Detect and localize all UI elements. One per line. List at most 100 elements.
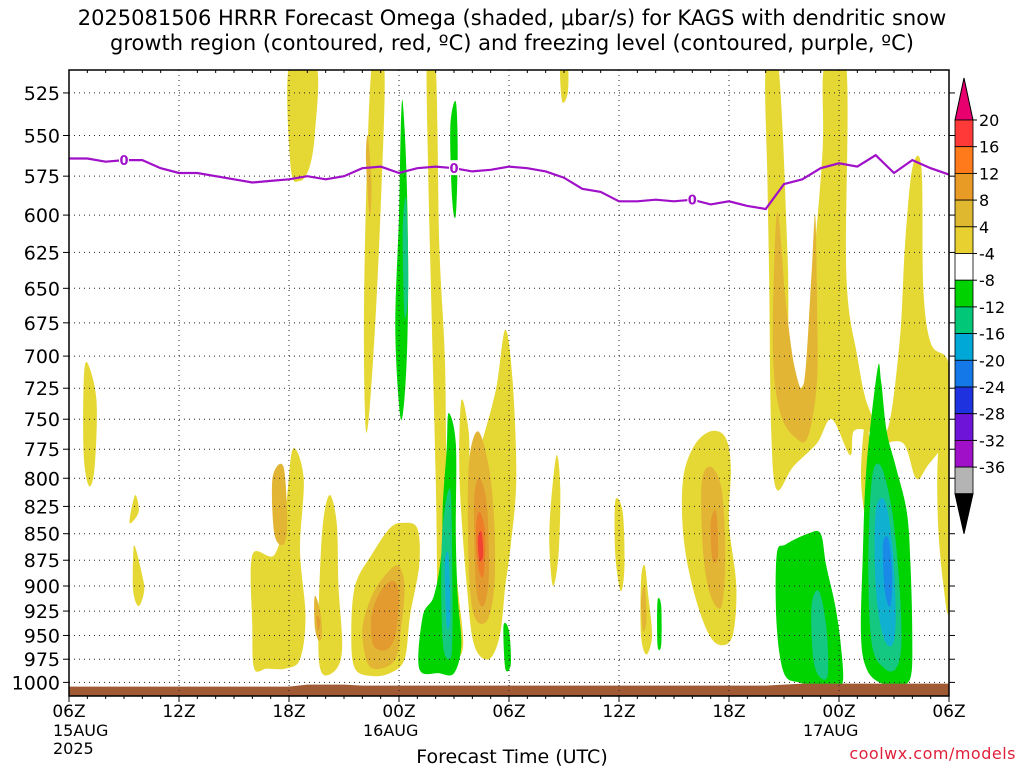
colorbar-swatch-11 (954, 386, 974, 415)
x-tick-label-7: 00Z (822, 702, 855, 722)
omega-region-w4-6 (250, 448, 306, 672)
omega-region-c16-45 (882, 536, 893, 607)
freezing-level-line (69, 153, 949, 211)
omega-region-w8-25 (640, 585, 647, 632)
omega-region-w8-19 (772, 212, 818, 443)
y-tick-label-700: 700 (24, 346, 60, 368)
y-tick-label-800: 800 (24, 468, 60, 490)
omega-region-w4-17 (937, 417, 949, 614)
x-tick-label-8: 06Z (932, 702, 965, 722)
colorbar-swatch-5 (954, 226, 974, 254)
x-tick-label-5: 12Z (602, 702, 635, 722)
y-tick-label-575: 575 (24, 166, 60, 188)
freezing-label-bg-1 (449, 160, 459, 176)
y-tick-label-625: 625 (24, 242, 60, 264)
colorbar-swatch-4 (954, 199, 974, 228)
colorbar-swatch-14 (954, 466, 974, 495)
x-tick-label-1: 12Z (162, 702, 195, 722)
y-tick-label-550: 550 (24, 125, 60, 147)
colorbar-label-8: -16 (979, 325, 1005, 344)
omega-region-w4-15 (560, 70, 569, 103)
omega-region-w20-31 (477, 530, 484, 562)
freezing-level-label-0: 0 (119, 154, 128, 169)
colorbar-swatch-3 (954, 172, 974, 201)
colorbar-label-6: -8 (979, 271, 995, 290)
freezing-label-bg-0 (119, 152, 129, 168)
freezing-label-bg-2 (687, 191, 698, 207)
y-tick-label-600: 600 (24, 205, 60, 227)
y-tick-label-875: 875 (24, 550, 60, 572)
chart-title-line-1: 2025081506 HRRR Forecast Omega (shaded, … (77, 6, 947, 30)
colorbar-swatch-9 (954, 333, 974, 361)
y-tick-label-925: 925 (24, 601, 60, 623)
omega-region-w4-4 (363, 70, 385, 433)
y-tick-label-1000: 1000 (12, 672, 60, 694)
colorbar-top-arrow (954, 77, 974, 121)
x-date-label-0: 15AUG (53, 721, 108, 740)
freezing-level-label-2: 0 (688, 194, 697, 209)
colorbar-label-9: -20 (979, 351, 1005, 370)
omega-region-w4-0 (83, 361, 97, 487)
x-axis-title: Forecast Time (UTC) (416, 746, 608, 768)
y-tick-label-950: 950 (24, 625, 60, 647)
omega-region-c4-33 (450, 100, 458, 219)
omega-region-w8-20 (271, 463, 288, 546)
colorbar-swatch-10 (954, 359, 974, 388)
y-tick-label-825: 825 (24, 496, 60, 518)
colorbar-label-13: -36 (979, 458, 1005, 477)
colorbar-label-0: 20 (979, 111, 999, 130)
y-tick-label-775: 775 (24, 439, 60, 461)
omega-region-w8-18 (365, 134, 372, 216)
omega-region-c12-43 (444, 551, 451, 630)
x-year-label-0: 2025 (53, 739, 94, 758)
omega-region-c4-37 (775, 530, 844, 688)
y-tick-label-525: 525 (24, 83, 60, 105)
y-tick-label-850: 850 (24, 524, 60, 546)
omega-region-w4-3 (287, 70, 319, 182)
x-tick-label-4: 06Z (492, 702, 525, 722)
omega-region-w4-5 (426, 70, 464, 667)
x-tick-label-6: 18Z (712, 702, 745, 722)
colorbar-swatch-7 (954, 279, 974, 308)
omega-region-w4-2 (129, 495, 139, 524)
colorbar-label-1: 16 (979, 138, 999, 157)
omega-region-w12-26 (370, 580, 400, 651)
y-tick-label-650: 650 (24, 278, 60, 300)
colorbar-swatch-6 (954, 253, 974, 281)
x-date-label-7: 17AUG (803, 721, 858, 740)
omega-region-w4-1 (132, 545, 145, 607)
omega-region-w12-28 (316, 615, 321, 631)
terrain-strip (69, 683, 949, 696)
omega-region-w4-7 (318, 495, 343, 676)
chart-title-line-2: growth region (contoured, red, ºC) and f… (110, 31, 914, 55)
y-tick-label-975: 975 (24, 649, 60, 671)
chart-title: 2025081506 HRRR Forecast Omega (shaded, … (0, 6, 1024, 56)
omega-region-w4-11 (614, 498, 625, 592)
x-tick-label-3: 00Z (382, 702, 415, 722)
site-credit: coolwx.com/models (849, 744, 1016, 763)
y-tick-label-675: 675 (24, 313, 60, 335)
colorbar-label-3: 8 (979, 191, 989, 210)
colorbar-label-10: -24 (979, 378, 1005, 397)
colorbar-label-4: 4 (979, 218, 989, 237)
colorbar-label-5: -4 (979, 245, 995, 264)
omega-region-c4-35 (503, 622, 511, 672)
colorbar-swatch-1 (954, 119, 974, 148)
omega-region-c4-36 (657, 597, 662, 651)
x-tick-label-2: 18Z (272, 702, 305, 722)
colorbar-swatch-2 (954, 146, 974, 174)
omega-region-w4-10 (549, 454, 561, 587)
y-tick-label-750: 750 (24, 409, 60, 431)
colorbar-label-2: 12 (979, 164, 999, 183)
omega-region-w12-29 (710, 510, 719, 564)
colorbar-label-7: -12 (979, 298, 1005, 317)
x-date-label-3: 16AUG (363, 721, 418, 740)
freezing-level-label-1: 0 (449, 162, 458, 177)
y-tick-label-900: 900 (24, 576, 60, 598)
colorbar-label-12: -32 (979, 431, 1005, 450)
colorbar-label-11: -28 (979, 405, 1005, 424)
x-tick-label-0: 06Z (52, 702, 85, 722)
colorbar-bottom-arrow (954, 493, 974, 534)
colorbar-swatch-13 (954, 439, 974, 468)
